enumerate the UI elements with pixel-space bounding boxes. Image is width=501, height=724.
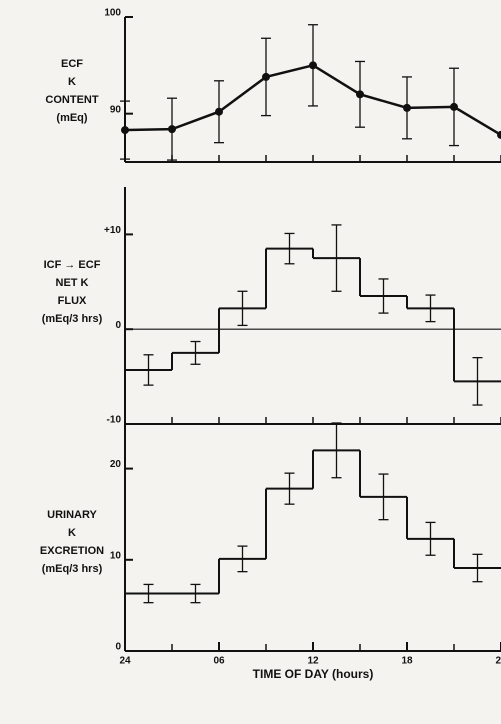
y-tick-label: 90 (110, 104, 122, 115)
x-tick-label: 18 (401, 656, 413, 667)
y-axis-label: ECF (61, 58, 83, 70)
y-axis-label: CONTENT (45, 94, 98, 106)
y-axis-label: K (68, 76, 76, 88)
y-axis-label: (mEq) (56, 112, 88, 124)
y-tick-label: -10 (107, 415, 122, 426)
y-tick-label: 0 (115, 320, 121, 331)
y-axis-label: (mEq/3 hrs) (42, 563, 103, 575)
y-axis-label: EXCRETION (40, 545, 104, 557)
y-axis-label: FLUX (58, 295, 87, 307)
x-tick-label: 12 (307, 656, 319, 667)
y-axis-label: NET K (56, 277, 89, 289)
y-tick-label: 10 (110, 550, 122, 561)
x-tick-label: 06 (213, 656, 225, 667)
x-tick-label: 24 (119, 656, 131, 667)
x-tick-label: 24 (495, 656, 501, 667)
y-axis-label: (mEq/3 hrs) (42, 313, 103, 325)
y-tick-label: 100 (104, 8, 121, 19)
y-axis-label: ICF → ECF (44, 259, 101, 271)
y-axis-label: K (68, 527, 76, 539)
data-point (497, 130, 501, 139)
y-tick-label: +10 (104, 225, 121, 236)
y-tick-label: 0 (115, 642, 121, 653)
x-axis-label: TIME OF DAY (hours) (253, 667, 374, 681)
y-axis-label: URINARY (47, 509, 97, 521)
y-tick-label: 20 (110, 459, 122, 470)
